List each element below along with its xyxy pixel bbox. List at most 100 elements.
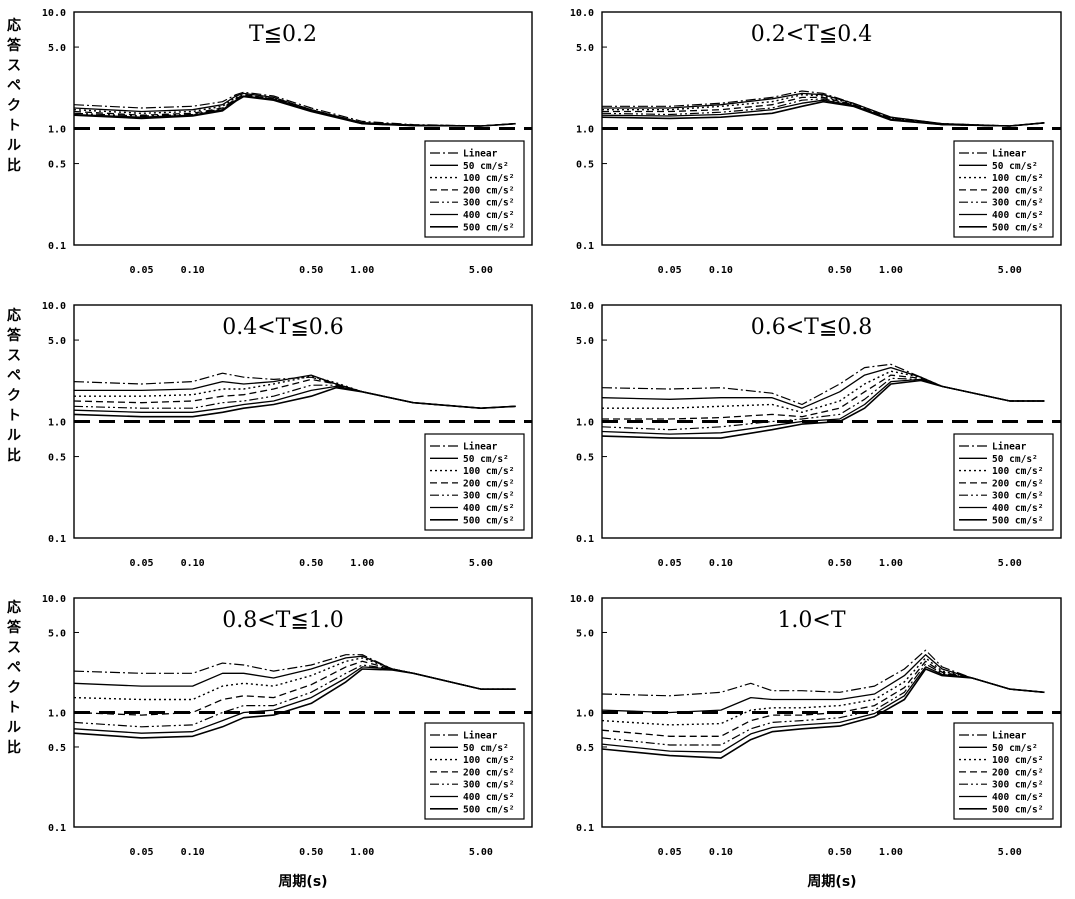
y-tick-label: 0.5 xyxy=(48,743,66,754)
series-line xyxy=(601,98,1045,127)
series-line xyxy=(601,668,1045,759)
legend-label: 200 cm/s² xyxy=(463,767,514,778)
legend-label: 200 cm/s² xyxy=(463,478,514,489)
legend-label: 50 cm/s² xyxy=(992,743,1038,754)
y-tick-label: 10.0 xyxy=(570,301,594,312)
y-tick-label: 0.5 xyxy=(576,743,594,754)
legend-frame xyxy=(953,433,1054,531)
panel-0-8-1-0: 10.0 5.0 1.0 0.5 0.1 0.05 0.10 0.50 1.00 5.00 0.8<… xyxy=(42,594,533,858)
y-tick-label: 5.0 xyxy=(576,336,594,347)
series-line xyxy=(73,93,516,127)
x-tick-label: 0.10 xyxy=(181,847,205,858)
series-line xyxy=(601,660,1045,737)
panel-title: 0.4<T≦0.6 xyxy=(222,315,344,340)
y-tick-label: 0.5 xyxy=(48,160,66,171)
panel-le-0-2: 10.0 5.0 1.0 0.5 0.1 0.05 0.10 0.50 1.00 5.00 T≦0.… xyxy=(42,8,533,276)
legend-label: 400 cm/s² xyxy=(992,503,1043,514)
y-tick-label: 1.0 xyxy=(576,709,594,720)
x-axis-label: 周期(s) xyxy=(807,874,856,890)
x-tick-label: 0.05 xyxy=(129,847,153,858)
x-tick-label: 0.10 xyxy=(709,558,733,569)
y-axis-label: 応答スペクトル比 xyxy=(7,307,22,464)
y-tick-label: 1.0 xyxy=(48,125,66,136)
legend-label: 50 cm/s² xyxy=(992,161,1038,172)
y-axis-label: 応答スペクトル比 xyxy=(7,17,22,174)
legend-label: Linear xyxy=(992,442,1027,453)
y-tick-label: 5.0 xyxy=(48,628,66,639)
y-tick-label: 0.5 xyxy=(576,453,594,464)
series-line xyxy=(73,668,516,739)
x-tick-label: 0.05 xyxy=(658,558,682,569)
series-line xyxy=(601,99,1045,127)
x-tick-label: 1.00 xyxy=(879,558,903,569)
y-tick-label: 1.0 xyxy=(48,709,66,720)
legend-label: 500 cm/s² xyxy=(992,804,1043,815)
x-tick-label: 1.00 xyxy=(350,558,374,569)
legend-label: Linear xyxy=(992,149,1027,160)
y-tick-label: 10.0 xyxy=(42,8,66,19)
panel-title: T≦0.2 xyxy=(249,22,317,47)
y-tick-label: 1.0 xyxy=(48,418,66,429)
series-line xyxy=(601,100,1045,127)
legend-label: 500 cm/s² xyxy=(992,515,1043,526)
legend-label: 50 cm/s² xyxy=(463,743,509,754)
legend-label: 400 cm/s² xyxy=(463,792,514,803)
series-line xyxy=(73,660,516,716)
y-tick-label: 5.0 xyxy=(48,43,66,54)
legend-label: 400 cm/s² xyxy=(992,210,1043,221)
legend-label: 100 cm/s² xyxy=(463,173,514,184)
series-line xyxy=(601,378,1045,435)
x-tick-label: 0.50 xyxy=(828,847,852,858)
x-tick-label: 0.50 xyxy=(828,558,852,569)
legend-frame xyxy=(953,722,1054,820)
x-tick-label: 0.50 xyxy=(299,265,323,276)
x-tick-label: 0.10 xyxy=(181,265,205,276)
series-line xyxy=(601,366,1045,409)
x-tick-label: 0.05 xyxy=(658,847,682,858)
y-tick-label: 10.0 xyxy=(42,594,66,605)
legend-label: 500 cm/s² xyxy=(992,222,1043,233)
legend-frame xyxy=(424,722,525,820)
series-line xyxy=(73,655,516,690)
series-line xyxy=(73,92,516,127)
legend-label: 300 cm/s² xyxy=(992,198,1043,209)
series-line xyxy=(73,654,516,690)
y-tick-label: 0.1 xyxy=(48,534,66,545)
legend-label: 300 cm/s² xyxy=(463,491,514,502)
panel-gt-1-0: 10.0 5.0 1.0 0.5 0.1 0.05 0.10 0.50 1.00 5.00 1.0<… xyxy=(570,594,1062,858)
series-line xyxy=(73,91,516,127)
legend-label: Linear xyxy=(463,149,498,160)
series-line xyxy=(74,375,516,409)
y-tick-label: 0.1 xyxy=(576,534,594,545)
series-line xyxy=(602,370,1045,413)
x-tick-label: 0.10 xyxy=(181,558,205,569)
panel-title: 0.6<T≦0.8 xyxy=(751,315,873,340)
x-tick-label: 0.10 xyxy=(709,847,733,858)
x-tick-label: 5.00 xyxy=(998,847,1022,858)
series-line xyxy=(73,664,516,728)
series-line xyxy=(601,649,1045,697)
series-line xyxy=(73,94,516,127)
x-tick-label: 1.00 xyxy=(350,847,374,858)
panel-0-2-0-4: 10.0 5.0 1.0 0.5 0.1 0.05 0.10 0.50 1.00 5.00 0.2<… xyxy=(570,8,1062,276)
legend-label: 300 cm/s² xyxy=(463,780,514,791)
legend-label: 500 cm/s² xyxy=(463,804,514,815)
panel-title: 0.8<T≦1.0 xyxy=(222,608,344,633)
legend-label: 300 cm/s² xyxy=(463,198,514,209)
series-line xyxy=(602,374,1045,420)
legend-label: 500 cm/s² xyxy=(463,515,514,526)
series-line xyxy=(73,386,516,418)
legend-label: Linear xyxy=(463,731,498,742)
y-axis-label: 応答スペクトル比 xyxy=(7,599,22,756)
panel-0-4-0-6: 10.0 5.0 1.0 0.5 0.1 0.05 0.10 0.50 1.00 5.00 0.4<… xyxy=(42,301,533,569)
legend-label: 50 cm/s² xyxy=(463,161,509,172)
y-tick-label: 5.0 xyxy=(576,43,594,54)
legend-label: 50 cm/s² xyxy=(992,454,1038,465)
legend-label: 200 cm/s² xyxy=(992,767,1043,778)
x-tick-label: 5.00 xyxy=(998,558,1022,569)
x-tick-label: 5.00 xyxy=(469,558,493,569)
y-tick-label: 5.0 xyxy=(576,628,594,639)
